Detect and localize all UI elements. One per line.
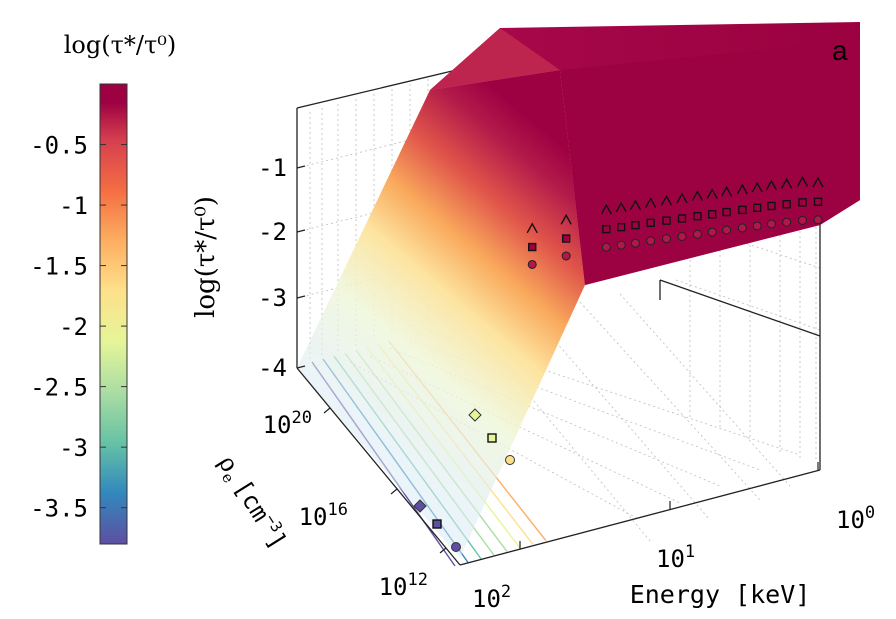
triangle-marker [676,192,688,204]
square-marker [528,242,537,252]
x-tick-label: 101 [656,542,695,573]
square-marker [798,198,807,207]
z-axis: log(τ*/τ⁰) -1 -2 -3 -4 [191,154,287,382]
surface-ramp [297,70,585,558]
y-axis-label: ρe[cm−3] [210,449,294,555]
triangle-marker [751,181,763,193]
x-tick-label: 102 [472,582,511,613]
triangle-marker [781,177,793,189]
z-tick-label: -1 [258,154,287,182]
colorbar-tick-label: -1.5 [30,253,88,281]
square-marker [662,216,671,225]
x-tick-label: 100 [836,503,875,534]
colorbar-gradient [99,83,128,545]
triangle-marker [765,179,778,191]
circle-marker [798,215,808,225]
colorbar-tick-label: -3 [59,434,88,462]
z-axis-label: log(τ*/τ⁰) [191,196,221,318]
axes-3d [296,22,860,567]
triangle-marker [691,190,704,201]
projected-circle-marker [505,455,515,465]
colorbar: log(τ*/τ⁰) -0.5 -1 -1.5 -2 -2.5 -3 -3.5 [30,31,176,545]
circle-marker [616,240,626,250]
y-tick-label: 1012 [379,570,428,601]
colorbar-tick-label: -1 [59,192,88,220]
square-marker [693,212,702,221]
circle-marker [722,225,732,235]
square-marker [677,214,687,223]
triangle-marker [560,213,572,225]
circle-marker [601,242,611,252]
square-marker [602,224,611,234]
square-marker [646,218,655,228]
triangle-marker [645,197,657,208]
x-axis-label: Energy [keV] [630,580,811,609]
z-tick-label: -4 [258,354,287,382]
y-tick-label: 1020 [263,408,312,439]
circle-marker [692,229,702,239]
triangle-marker [629,199,642,211]
circle-marker [707,227,717,237]
x-axis: Energy [keV] 100 101 102 [472,503,875,613]
circle-marker [527,259,537,269]
triangle-marker [615,201,627,213]
projected-square-marker [432,519,442,529]
square-marker [561,234,571,243]
colorbar-title: log(τ*/τ⁰) [64,31,176,59]
triangle-marker [600,203,612,215]
triangle-marker [526,222,538,234]
y-tick-label: 1016 [299,500,348,531]
square-marker [767,201,776,211]
circle-marker [677,231,687,241]
colorbar-tick-label: -0.5 [30,132,88,160]
circle-marker [630,238,640,248]
circle-marker [737,223,747,233]
axis-tick-marks [296,165,819,554]
square-marker [738,205,747,215]
triangle-marker [812,176,824,188]
projected-diamond-marker [468,408,482,422]
colorbar-ticks: -0.5 -1 -1.5 -2 -2.5 -3 -3.5 [30,132,127,523]
circle-marker [662,234,672,244]
y-tick-labels: 1012 1016 1020 [263,408,428,601]
square-marker [616,222,626,232]
square-marker [813,197,823,207]
triangle-marker [720,185,733,197]
projected-circle-marker [451,542,461,552]
z-tick-label: -2 [258,218,287,246]
square-marker [782,200,791,209]
circle-marker [752,221,762,231]
projected-square-marker [487,433,497,443]
triangle-marker [736,183,748,195]
z-tick-label: -3 [258,284,287,312]
triangle-marker [660,194,673,206]
z-tick-labels: -1 -2 -3 -4 [258,154,287,382]
circle-marker [561,251,571,261]
colorbar-tick-label: -3.5 [30,495,88,523]
x-tick-labels: 100 101 102 [472,503,875,613]
surface-fold [430,28,560,90]
square-marker [722,207,731,217]
data-series [413,175,824,552]
circle-marker [813,215,823,225]
square-marker [631,220,640,230]
axes-front-edges [296,367,821,566]
panel-label: a [832,35,848,66]
colorbar-tick-label: -2.5 [30,374,88,402]
circle-marker [766,219,776,229]
triangle-marker [706,188,718,199]
colorbar-tick-label: -2 [59,313,88,341]
circle-marker [782,217,792,227]
square-marker [752,203,762,213]
square-marker [707,210,717,219]
projected-diamond-marker [413,499,427,513]
circle-marker [646,236,656,246]
triangle-marker [796,175,809,187]
